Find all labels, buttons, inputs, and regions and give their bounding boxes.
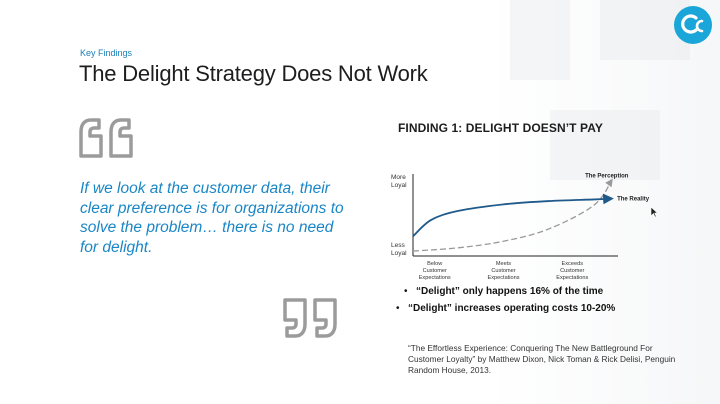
reality-label: The Reality (617, 197, 650, 203)
bullet-item-1: “Delight” only happens 16% of the time (404, 285, 615, 299)
citation: “The Effortless Experience: Conquering T… (408, 343, 676, 375)
y-label-bottom-1: Less (391, 242, 405, 249)
open-quote-icon (78, 116, 134, 165)
page-title: The Delight Strategy Does Not Work (79, 61, 428, 86)
reality-line (412, 193, 614, 237)
loyalty-chart: More Loyal Less Loyal BelowCustomerExpec… (391, 174, 650, 281)
perception-label: The Perception (585, 174, 629, 180)
bullet-item-2: “Delight” increases operating costs 10-2… (396, 302, 615, 316)
y-label-bottom-2: Loyal (391, 250, 407, 257)
x-tick-label-1-1: Below (427, 261, 443, 267)
bullet-list: “Delight” only happens 16% of the time “… (396, 285, 615, 319)
x-tick-label-1-2: Customer (423, 268, 447, 274)
x-tick-label-3-2: Customer (560, 268, 584, 274)
x-tick-label-1-3: Expectations (419, 275, 451, 281)
x-tick-label-2-3: Expectations (487, 275, 519, 281)
x-tick-label-2-1: Meets (496, 261, 511, 267)
quote-text: If we look at the customer data, their c… (80, 180, 344, 256)
x-tick-label-2-2: Customer (491, 268, 515, 274)
y-label-top-2: Loyal (391, 182, 407, 189)
finding-title: FINDING 1: DELIGHT DOESN’T PAY (398, 121, 604, 135)
x-tick-label-3-1: Exceeds (562, 261, 584, 267)
y-label-top-1: More (391, 174, 406, 181)
perception-line (412, 178, 613, 252)
cursor-icon (650, 205, 659, 223)
close-quote-icon (282, 296, 338, 345)
section-label: Key Findings (80, 48, 133, 58)
logo-icon (674, 6, 712, 44)
x-tick-label-3-3: Expectations (556, 275, 588, 281)
